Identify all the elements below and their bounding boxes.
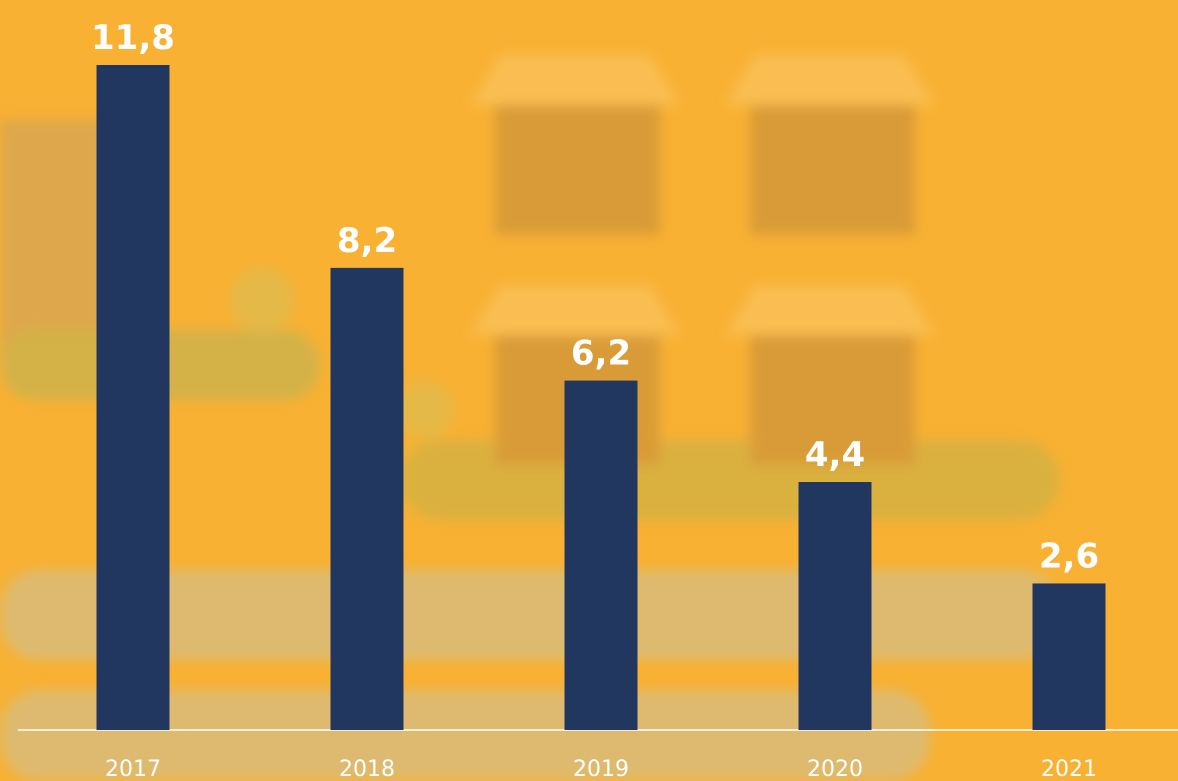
bar <box>331 268 404 730</box>
bar <box>565 381 638 730</box>
value-label: 6,2 <box>571 334 631 374</box>
bar <box>799 482 872 730</box>
value-label: 4,4 <box>805 435 865 475</box>
x-tick-label: 2018 <box>339 757 395 781</box>
value-label: 8,2 <box>337 221 397 261</box>
bar <box>1033 583 1106 730</box>
value-label: 11,8 <box>91 18 175 58</box>
x-tick-label: 2019 <box>573 757 629 781</box>
bar <box>97 65 170 730</box>
value-label: 2,6 <box>1039 536 1099 576</box>
x-tick-label: 2020 <box>807 757 863 781</box>
x-tick-label: 2021 <box>1041 757 1097 781</box>
x-tick-label: 2017 <box>105 757 161 781</box>
page: {"chart_data": {"type": "bar", "categori… <box>0 0 1178 781</box>
chart: 11,8 2017 8,2 2018 6,2 2019 4,4 2020 2,6 2021 <box>0 0 1178 781</box>
